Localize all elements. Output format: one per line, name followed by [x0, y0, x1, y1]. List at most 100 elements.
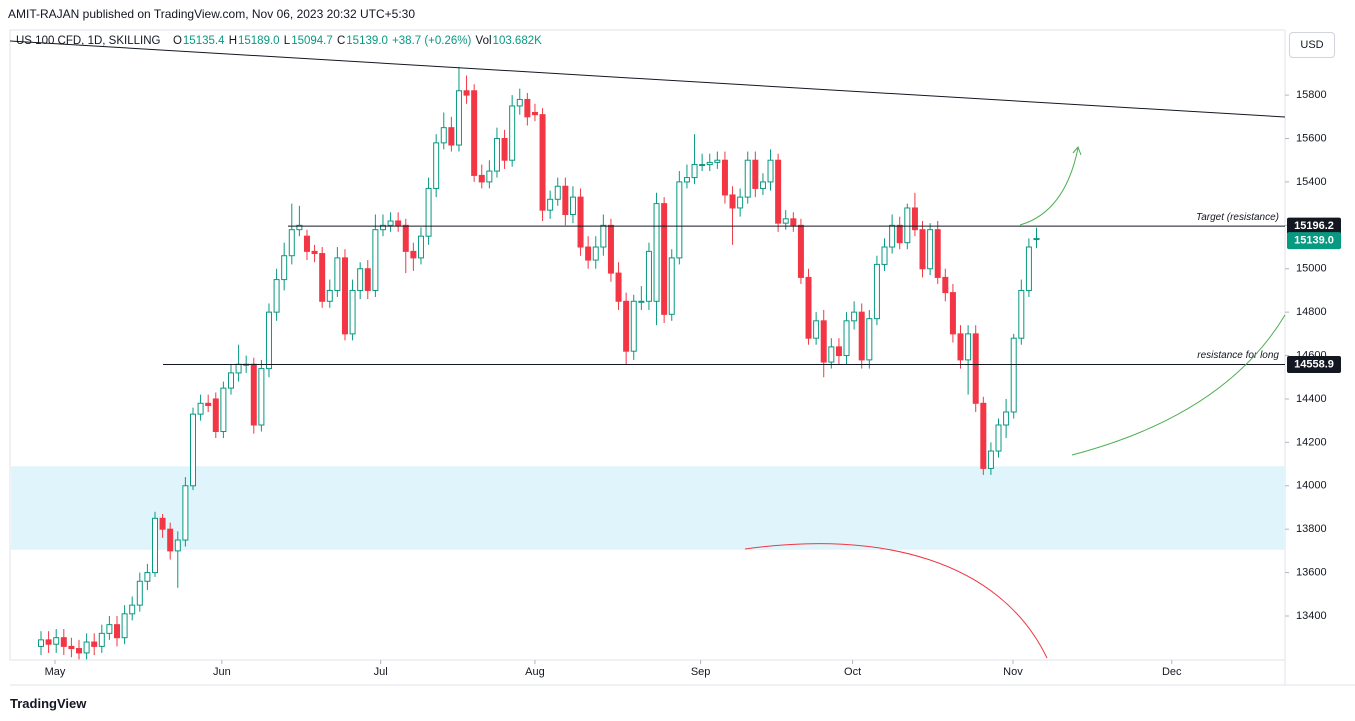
candle-body [471, 90, 478, 176]
candle-body [661, 203, 668, 315]
y-tick-label: 14800 [1296, 306, 1327, 318]
arrow-up [1019, 147, 1079, 226]
price-line-note: Target (resistance) [1196, 212, 1279, 223]
candle-body [721, 159, 728, 196]
ohlc-key: H [228, 35, 237, 47]
candle-body [113, 624, 120, 639]
candle-body [676, 181, 683, 259]
candle-body [607, 224, 614, 274]
candle-body [562, 185, 569, 215]
symbol: US 100 CFD, 1D, SKILLING [16, 35, 161, 47]
candle-body [296, 224, 303, 231]
candle-body [706, 161, 713, 166]
candle-body [653, 203, 660, 302]
curve-red [744, 543, 1048, 659]
candle-body [949, 292, 956, 335]
candle-body [182, 485, 189, 541]
y-tick-label: 13400 [1296, 610, 1327, 622]
candle-body [288, 229, 295, 257]
candle-body [911, 207, 918, 231]
ohlc-key: O [172, 35, 182, 47]
price-label-box [1287, 355, 1341, 373]
currency-button[interactable]: USD [1289, 32, 1335, 58]
y-tick-label: 14200 [1296, 436, 1327, 448]
candle-body [425, 187, 432, 237]
candle-body [813, 320, 820, 339]
zone [11, 466, 1285, 550]
candle-body [509, 105, 516, 161]
candle-body [1025, 246, 1032, 291]
candle-body [448, 127, 455, 146]
x-tick-label: Aug [525, 666, 545, 678]
candle-body [326, 289, 333, 302]
candle-body [531, 111, 538, 116]
candle-body [379, 224, 386, 231]
x-tick-label: May [45, 666, 66, 678]
price-label-box [1287, 217, 1341, 235]
candle-body [197, 402, 204, 415]
y-tick-label: 15600 [1296, 132, 1327, 144]
candle-body [615, 272, 622, 302]
candle-body [455, 90, 462, 146]
candle-body [227, 372, 234, 389]
candle-body [790, 218, 797, 226]
price-label: 15196.2 [1294, 220, 1334, 232]
y-tick-label: 13800 [1296, 523, 1327, 535]
candle-body [889, 224, 896, 248]
candle-body [53, 637, 60, 645]
candle-body [98, 632, 105, 647]
candle-body [265, 311, 272, 370]
candle-body [144, 572, 151, 582]
candle-body [334, 257, 341, 291]
candle-body [349, 289, 356, 335]
candle-body [235, 363, 242, 374]
candle-body [714, 159, 721, 163]
candle-body [539, 114, 546, 211]
candle-body [600, 224, 607, 248]
candle-body [775, 159, 782, 224]
x-tick-label: Jul [374, 666, 388, 678]
candle-body [820, 320, 827, 363]
candle-body [972, 333, 979, 404]
candle-body [577, 196, 584, 248]
candle-body [281, 255, 288, 281]
candle-body [38, 639, 45, 647]
candle-body [106, 624, 113, 634]
candle-body [463, 90, 470, 96]
candle-body [835, 346, 842, 357]
candle-body [45, 639, 52, 645]
candle-body [341, 257, 348, 335]
candle-body [965, 333, 972, 361]
candle-body [851, 311, 858, 322]
candle-body [995, 424, 1002, 452]
y-tick-label: 15400 [1296, 176, 1327, 188]
candle-body [683, 177, 690, 183]
candle-body [866, 318, 873, 361]
candle-body [478, 174, 485, 183]
ohlc-key: L [283, 35, 291, 47]
footer-logo: TradingView [10, 696, 87, 711]
volume-value: 103.682K [492, 35, 542, 47]
ohlc-value: 15139.0 [346, 35, 388, 47]
candle-body [638, 300, 645, 303]
candle-body [759, 181, 766, 189]
candle-body [159, 517, 166, 530]
candle-body [737, 196, 744, 209]
candle-body [782, 218, 789, 224]
candle-body [623, 300, 630, 352]
candle-body [501, 138, 508, 161]
candle-body [212, 398, 219, 433]
candle-body [402, 224, 409, 252]
candle-body [987, 450, 994, 469]
price-label: 14558.9 [1294, 358, 1334, 370]
x-tick-label: Jun [213, 666, 231, 678]
candle-body [744, 159, 751, 198]
candle-body [516, 98, 523, 107]
price-line-note: resistance for long [1197, 350, 1279, 361]
y-tick-label: 14000 [1296, 480, 1327, 492]
x-tick-label: Dec [1162, 666, 1182, 678]
trend-line [9, 40, 1286, 118]
x-tick-label: Sep [691, 666, 711, 678]
